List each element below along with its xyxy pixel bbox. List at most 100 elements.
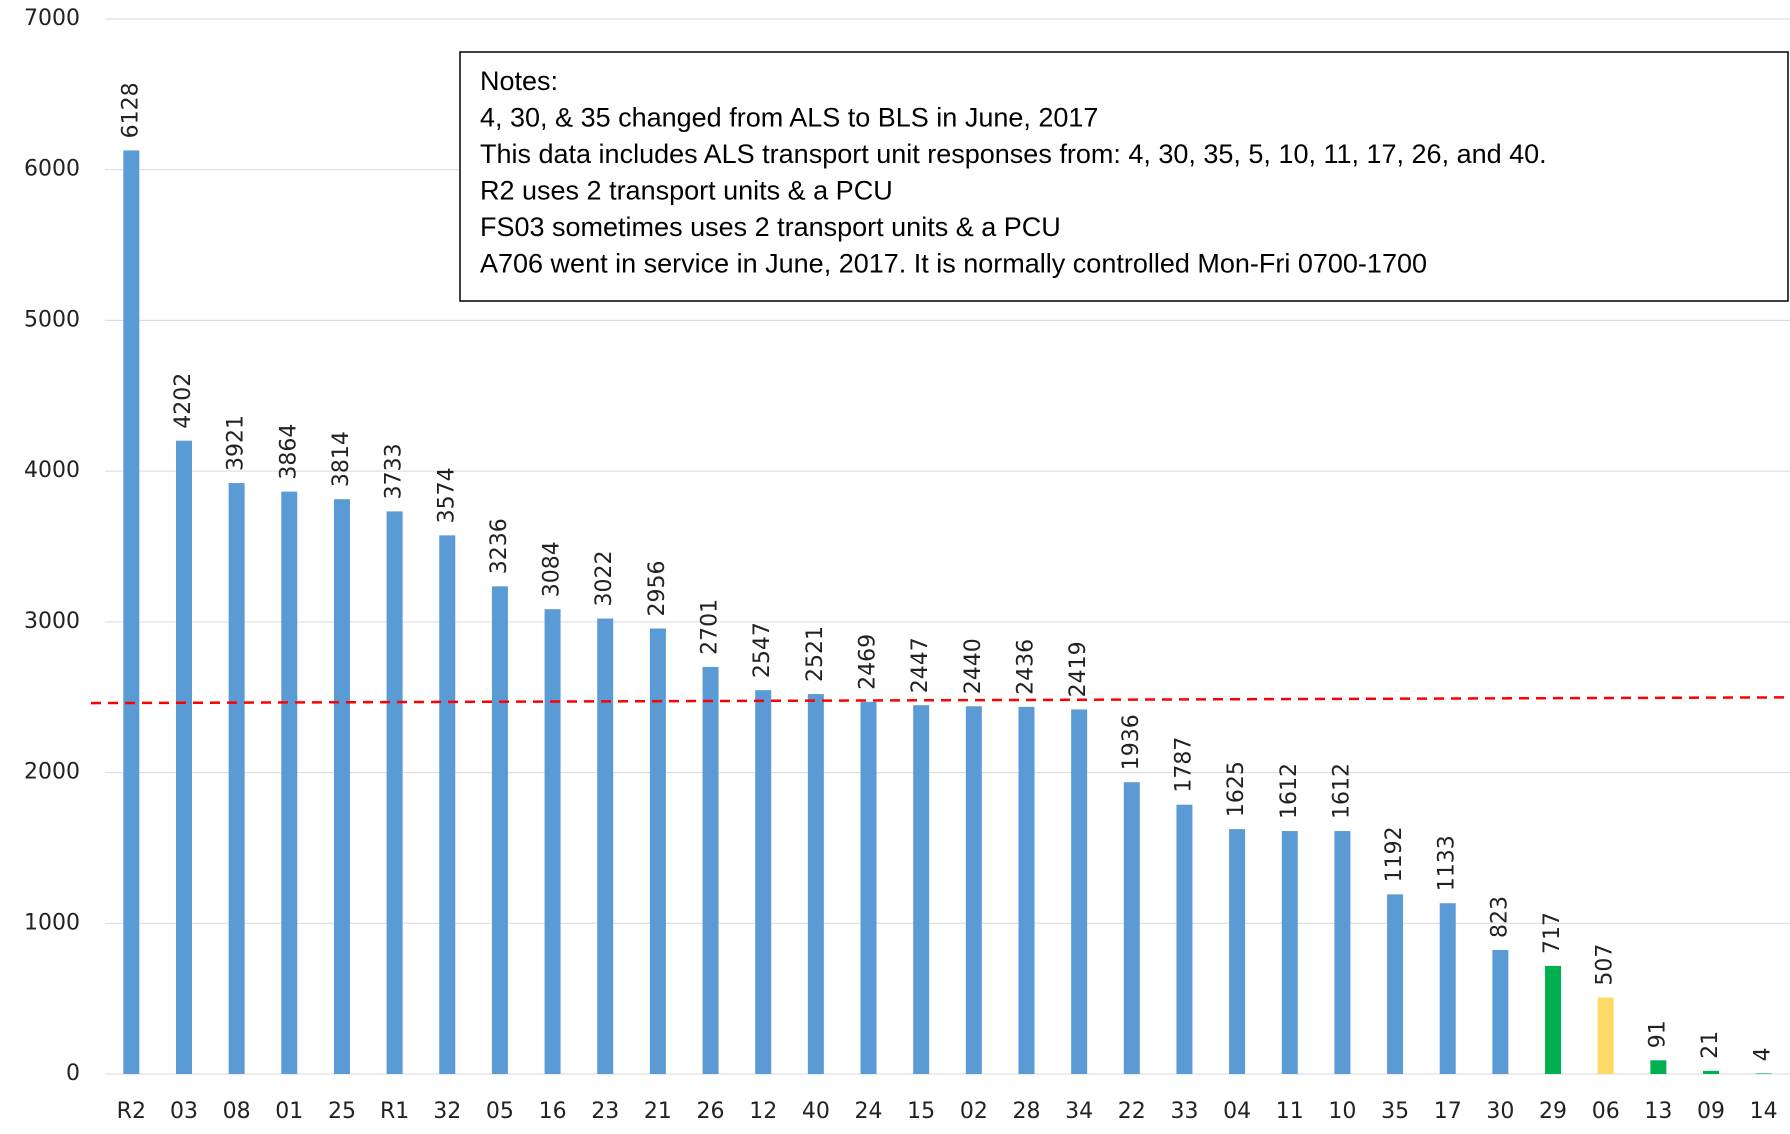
x-tick-label: 21 (644, 1099, 672, 1124)
bar (439, 535, 456, 1074)
data-label: 2521 (803, 626, 828, 682)
data-label: 3084 (540, 541, 565, 597)
data-label: 2701 (698, 599, 723, 655)
data-label: 1787 (1171, 737, 1196, 793)
data-label: 823 (1487, 896, 1512, 938)
data-label: 3733 (382, 443, 407, 499)
bar (649, 628, 666, 1074)
x-tick-label: 15 (907, 1099, 935, 1124)
data-label: 4 (1751, 1047, 1776, 1061)
note-line: 4, 30, & 35 changed from ALS to BLS in J… (480, 103, 1098, 133)
data-label: 3236 (487, 518, 512, 574)
data-label: 3022 (592, 551, 617, 607)
x-tick-label: 10 (1328, 1099, 1356, 1124)
bar (1703, 1070, 1720, 1074)
x-tick-label: 09 (1697, 1099, 1725, 1124)
bar (1755, 1073, 1772, 1074)
y-tick-label: 6000 (24, 157, 80, 182)
x-tick-label: 08 (223, 1099, 251, 1124)
bar (123, 150, 140, 1074)
bar (965, 706, 982, 1074)
y-tick-label: 0 (66, 1061, 80, 1086)
data-label: 6128 (118, 82, 143, 138)
bar (702, 666, 719, 1074)
x-tick-label: 32 (433, 1099, 461, 1124)
bar (1492, 949, 1509, 1074)
y-tick-label: 1000 (24, 910, 80, 935)
x-tick-label: 16 (539, 1099, 567, 1124)
bar (333, 499, 350, 1074)
notes-box (459, 51, 1789, 302)
x-tick-label: 34 (1065, 1099, 1093, 1124)
y-tick-label: 3000 (24, 609, 80, 634)
note-line: A706 went in service in June, 2017. It i… (480, 249, 1427, 279)
data-label: 1612 (1329, 763, 1354, 819)
data-label: 1192 (1382, 826, 1407, 882)
bar (1334, 831, 1351, 1074)
bar (1439, 903, 1456, 1074)
bar (1123, 782, 1140, 1074)
y-tick-label: 5000 (24, 307, 80, 332)
data-label: 3921 (224, 415, 249, 471)
bar (1281, 831, 1298, 1074)
x-tick-label: 03 (170, 1099, 198, 1124)
data-label: 2436 (1013, 639, 1038, 695)
data-label: 1612 (1277, 763, 1302, 819)
x-tick-label: 05 (486, 1099, 514, 1124)
bar (175, 440, 192, 1074)
bar (860, 701, 877, 1074)
bar (1071, 709, 1088, 1074)
x-tick-label: 17 (1434, 1099, 1462, 1124)
bar (1229, 829, 1246, 1074)
x-tick-label: R2 (117, 1099, 146, 1124)
bar (1545, 965, 1562, 1074)
data-label: 2419 (1066, 641, 1091, 697)
bar (597, 618, 614, 1074)
x-tick-label: R1 (380, 1099, 409, 1124)
data-label: 3864 (276, 424, 301, 480)
bar (228, 483, 245, 1074)
bar (1387, 894, 1404, 1074)
bar (807, 694, 824, 1074)
data-label: 1625 (1224, 761, 1249, 817)
data-label: 2956 (645, 560, 670, 616)
trend-line (90, 696, 1790, 705)
x-tick-label: 24 (855, 1099, 883, 1124)
x-tick-label: 25 (328, 1099, 356, 1124)
x-tick-label: 13 (1644, 1099, 1672, 1124)
x-tick-label: 12 (749, 1099, 777, 1124)
x-tick-label: 23 (591, 1099, 619, 1124)
x-tick-label: 28 (1012, 1099, 1040, 1124)
bar (1018, 706, 1035, 1074)
bar (1176, 804, 1193, 1074)
y-tick-label: 2000 (24, 760, 80, 785)
x-tick-label: 11 (1276, 1099, 1304, 1124)
bar (386, 511, 403, 1075)
x-tick-label: 22 (1118, 1099, 1146, 1124)
data-label: 21 (1698, 1031, 1723, 1059)
bar (913, 705, 930, 1074)
x-tick-label: 29 (1539, 1099, 1567, 1124)
data-label: 2447 (908, 637, 933, 693)
x-tick-label: 26 (697, 1099, 725, 1124)
data-label: 2469 (856, 634, 881, 690)
bar (1597, 997, 1614, 1074)
y-tick-label: 4000 (24, 458, 80, 483)
data-label: 3814 (329, 431, 354, 487)
x-tick-label: 30 (1486, 1099, 1514, 1124)
x-tick-label: 02 (960, 1099, 988, 1124)
note-line: R2 uses 2 transport units & a PCU (480, 176, 893, 206)
x-tick-label: 14 (1750, 1099, 1778, 1124)
data-label: 717 (1540, 912, 1565, 954)
x-tick-label: 06 (1592, 1099, 1620, 1124)
bar (491, 586, 508, 1074)
data-label: 2547 (750, 622, 775, 678)
data-label: 4202 (171, 373, 196, 429)
bar (755, 690, 772, 1074)
note-line: FS03 sometimes uses 2 transport units & … (480, 212, 1061, 242)
data-label: 91 (1645, 1020, 1670, 1048)
data-label: 1133 (1435, 835, 1460, 891)
x-tick-label: 40 (802, 1099, 830, 1124)
bar (544, 609, 561, 1074)
x-tick-label: 35 (1381, 1099, 1409, 1124)
